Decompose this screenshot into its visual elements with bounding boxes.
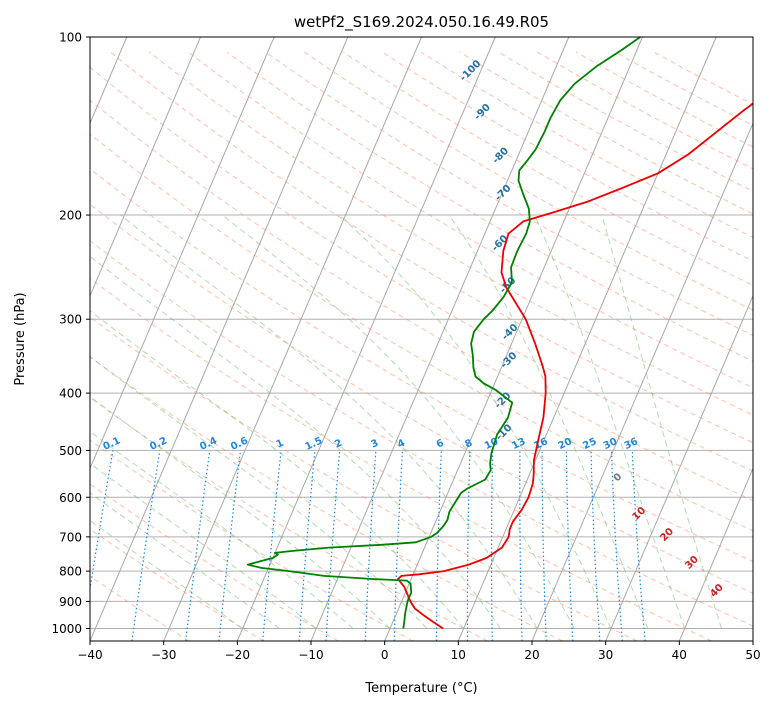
x-tick-label: −40 <box>77 648 102 662</box>
isotherm-line <box>605 294 753 641</box>
moist-adiabat-line <box>601 214 722 629</box>
y-tick-label: 100 <box>59 31 82 45</box>
y-tick-label: 700 <box>59 530 82 544</box>
mixing-ratio-label: 3 <box>369 438 380 451</box>
mixing-ratio-line <box>185 450 211 641</box>
mixing-ratio-label: 36 <box>623 436 640 452</box>
moist-adiabat-line <box>339 214 612 629</box>
y-tick-label: 800 <box>59 565 82 579</box>
x-tick-label: 0 <box>381 648 389 662</box>
y-tick-label: 400 <box>59 387 82 401</box>
isotherm-line <box>90 37 349 641</box>
axes: −40 −30 −20 −10 0 10 20 30 40 50 100 200 300 400 500 60… <box>51 31 760 663</box>
isotherm-line <box>90 37 275 470</box>
mixing-ratio-label: 1 <box>275 438 286 451</box>
sounding-profiles <box>246 37 753 630</box>
dry-adiabat-line <box>148 51 753 416</box>
x-tick-label: 30 <box>598 648 613 662</box>
x-tick-label: −20 <box>225 648 250 662</box>
dry-adiabat-line <box>90 168 753 563</box>
y-tick-label: 300 <box>59 313 82 327</box>
mixing-ratio-label: 6 <box>435 438 446 451</box>
dry-adiabat-line <box>90 316 638 641</box>
x-tick-label: −30 <box>151 648 176 662</box>
mixing-ratio-label: 8 <box>463 438 474 451</box>
moist-adiabat-line <box>90 519 243 629</box>
isotherm-line <box>163 37 422 641</box>
y-tick-label: 600 <box>59 491 82 505</box>
x-tick-label: 10 <box>451 648 466 662</box>
background-lines <box>90 37 753 641</box>
moist-adiabat-line <box>90 356 428 629</box>
dewpoint-profile-line <box>246 37 641 629</box>
dry-adiabat-line <box>226 51 753 362</box>
isotherm-line <box>457 37 717 641</box>
moist-adiabat-line <box>448 214 649 629</box>
moist-adiabat-line <box>221 214 575 629</box>
isotherm-line <box>384 37 643 641</box>
mixing-ratio-line <box>131 450 161 641</box>
x-tick-label: 50 <box>745 648 760 662</box>
isotherm-line <box>90 37 201 298</box>
dry-adiabat-line <box>90 66 753 472</box>
moist-adiabat-line <box>90 395 391 629</box>
mixing-ratio-label: 13 <box>510 436 527 452</box>
chart-title: wetPf2_S169.2024.050.16.49.R05 <box>294 13 549 32</box>
x-axis-label: Temperature (°C) <box>364 681 477 696</box>
mixing-ratio-line <box>218 450 242 641</box>
moist-adiabat-line <box>90 310 465 629</box>
x-tick-label: 20 <box>524 648 539 662</box>
isotherm-line <box>678 467 753 641</box>
isotherm-line <box>531 121 753 641</box>
mixing-ratio-label: 25 <box>581 436 598 452</box>
moist-adiabat-line <box>90 255 501 629</box>
mixing-ratio-label: 20 <box>557 436 574 452</box>
y-axis-label: Pressure (hPa) <box>13 292 28 385</box>
dry-adiabat-line <box>90 355 563 641</box>
dry-adiabat-line <box>90 203 753 594</box>
dry-adiabat-line <box>90 99 753 502</box>
dry-adiabat-line <box>90 483 339 641</box>
isotherm-line <box>236 37 496 641</box>
moist-adiabat-line <box>90 492 280 629</box>
moist-adiabat-line <box>120 214 538 629</box>
mixing-ratio-line <box>262 450 282 641</box>
dry-adiabat-line <box>90 240 753 627</box>
mixing-ratio-label: 2 <box>333 438 344 451</box>
mixing-ratio-label: 4 <box>396 438 407 451</box>
dry-adiabat-line <box>304 51 753 311</box>
dry-adiabat-line <box>90 133 753 532</box>
mixing-ratio-label: 30 <box>602 436 619 452</box>
y-tick-label: 1000 <box>51 622 82 636</box>
x-tick-label: 40 <box>672 648 687 662</box>
temperature-profile-line <box>397 102 753 630</box>
dry-adiabat-line <box>90 575 190 641</box>
moist-adiabat-line <box>90 462 317 629</box>
x-tick-label: −10 <box>298 648 323 662</box>
y-tick-label: 900 <box>59 595 82 609</box>
y-tick-label: 500 <box>59 444 82 458</box>
dry-adiabat-line <box>90 439 414 641</box>
plot-frame <box>89 36 754 642</box>
mixing-ratio-line <box>90 450 114 593</box>
dry-adiabat-line <box>90 397 488 641</box>
y-tick-label: 200 <box>59 209 82 223</box>
